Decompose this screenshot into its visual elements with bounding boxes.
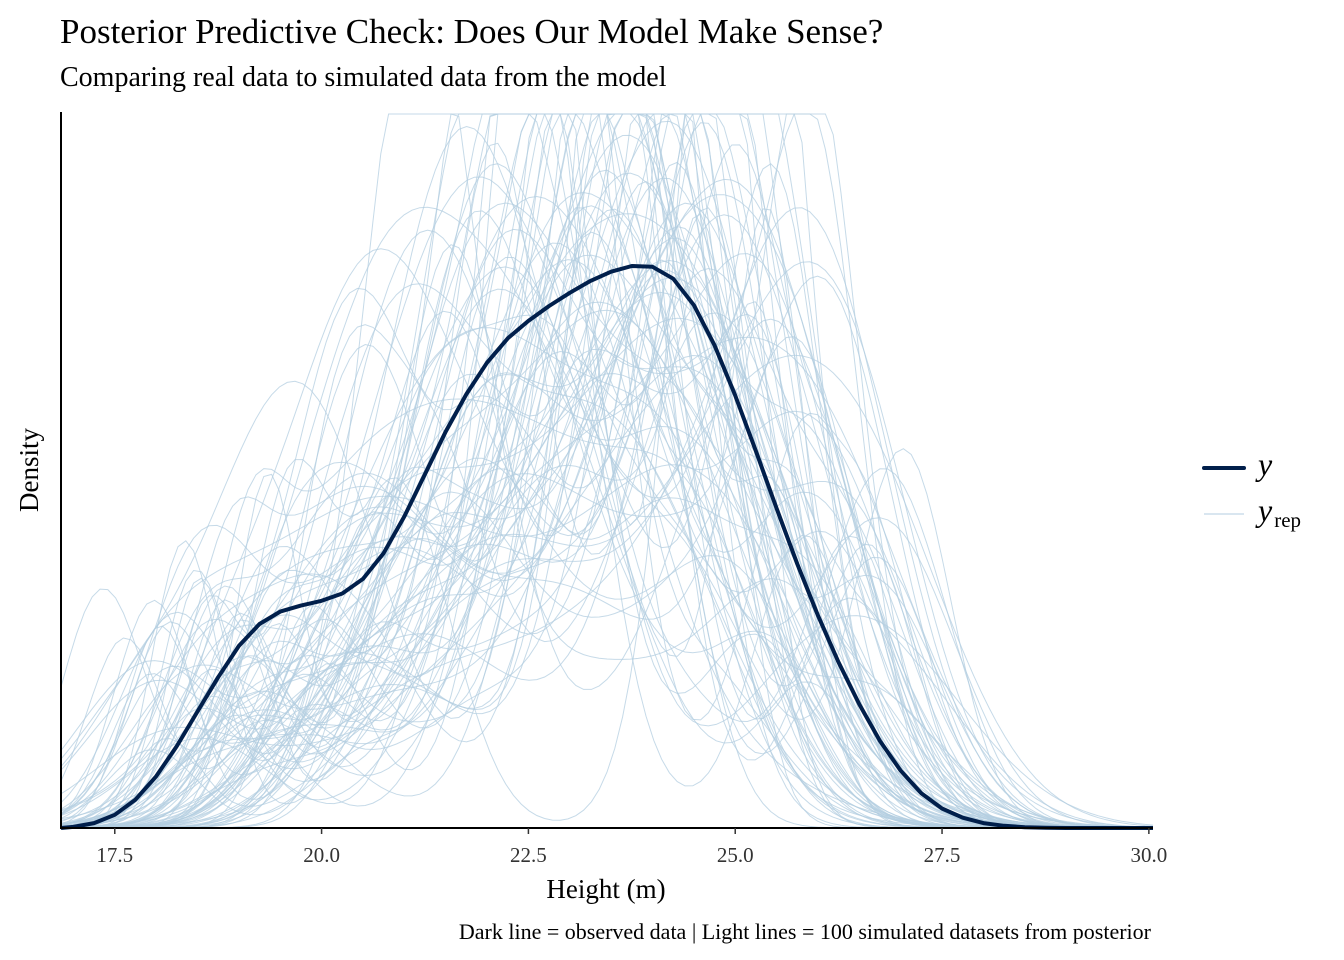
x-tick-label: 30.0 — [1130, 843, 1167, 867]
observed-density-line — [60, 264, 1153, 830]
legend-label-simulated: yrep — [1255, 492, 1301, 532]
simulated-density-line — [60, 125, 1153, 829]
chart-caption: Dark line = observed data | Light lines … — [459, 919, 1152, 944]
simulated-density-line — [61, 301, 1153, 829]
simulated-density-line — [60, 261, 1153, 829]
observed-density-line-group — [60, 264, 1153, 830]
y-axis-title: Density — [14, 428, 44, 512]
simulated-density-line — [60, 210, 1153, 829]
simulated-density-line — [61, 191, 1153, 829]
simulated-density-line — [60, 181, 1153, 829]
x-axis-ticks: 17.5 20.0 22.5 25.0 27.5 30.0 — [96, 828, 1167, 867]
simulated-density-line — [61, 202, 1154, 829]
x-tick-label: 22.5 — [510, 843, 547, 867]
simulated-density-line — [61, 113, 1154, 829]
x-tick-label: 25.0 — [717, 843, 754, 867]
x-tick-label: 27.5 — [924, 843, 961, 867]
x-tick-label: 17.5 — [96, 843, 133, 867]
simulated-density-lines — [60, 113, 1154, 829]
simulated-density-line — [60, 205, 1154, 829]
simulated-density-line — [61, 122, 1153, 829]
simulated-density-line — [61, 288, 1153, 829]
simulated-density-line — [60, 317, 1153, 829]
simulated-density-line — [60, 207, 1154, 829]
x-tick-label: 20.0 — [303, 843, 340, 867]
simulated-density-line — [61, 177, 1154, 829]
simulated-density-line — [61, 269, 1153, 829]
simulated-density-line — [61, 194, 1153, 829]
x-axis-title: Height (m) — [546, 874, 665, 904]
simulated-density-line — [61, 178, 1154, 829]
chart-title: Posterior Predictive Check: Does Our Mod… — [60, 12, 884, 51]
simulated-density-line — [61, 113, 1153, 829]
simulated-density-line — [60, 259, 1153, 829]
legend: y yrep — [1202, 446, 1301, 532]
simulated-density-line — [60, 275, 1153, 829]
legend-label-observed: y — [1255, 446, 1273, 482]
legend-label-simulated-subscript: rep — [1274, 508, 1301, 532]
simulated-density-line — [61, 267, 1153, 829]
simulated-density-line — [60, 113, 1153, 829]
simulated-density-line — [60, 327, 1153, 829]
simulated-density-line — [60, 244, 1154, 828]
chart-subtitle: Comparing real data to simulated data fr… — [60, 62, 667, 93]
simulated-density-line — [60, 398, 1153, 829]
